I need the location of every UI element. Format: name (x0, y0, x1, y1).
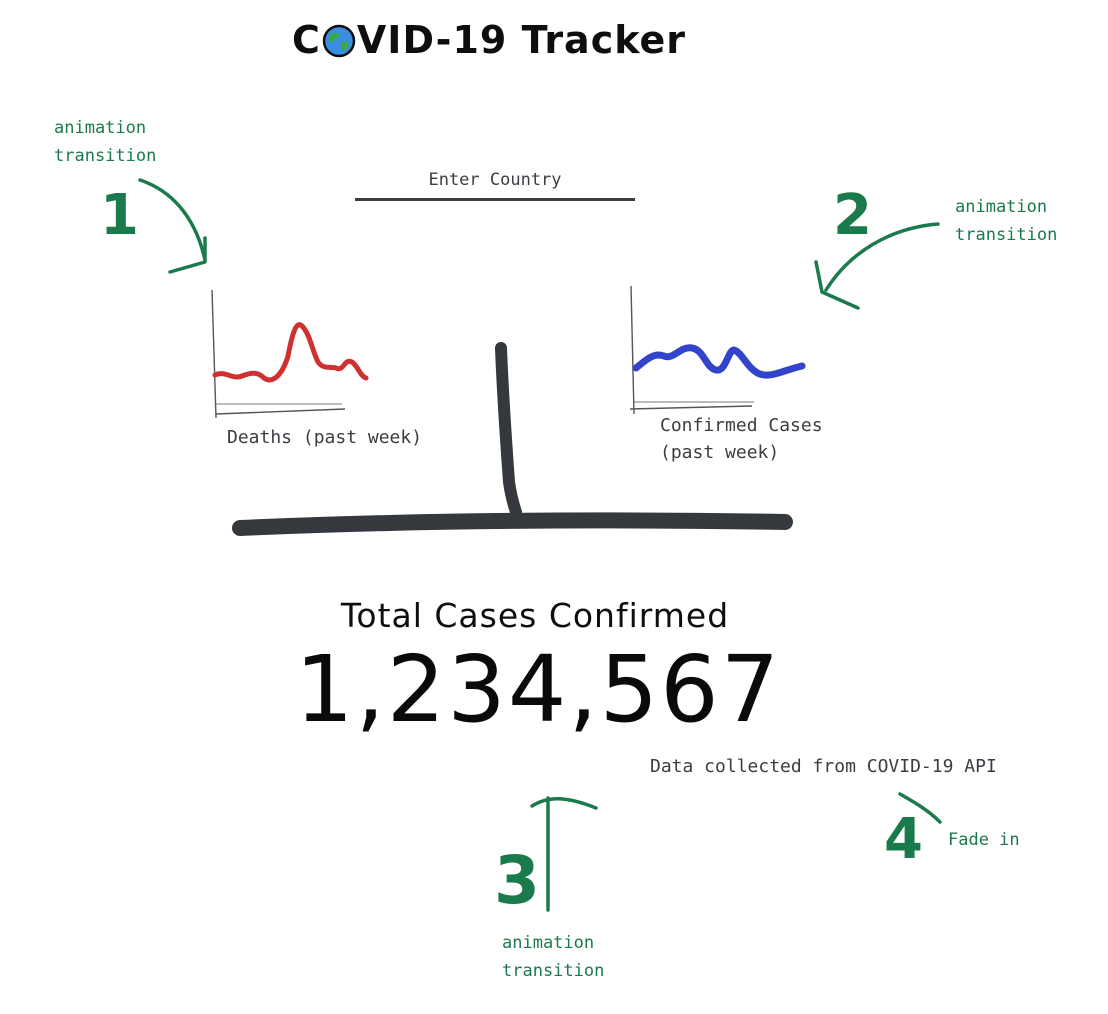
annotation-3-line1: animation (502, 933, 595, 953)
annotation-3-line2: transition (502, 961, 605, 981)
title-prefix: C (292, 18, 321, 62)
annotation-1-number: 1 (100, 183, 139, 248)
annotation-3-number: 3 (494, 842, 540, 919)
confirmed-line (632, 344, 806, 379)
country-search (355, 162, 635, 206)
arrowhead-1 (168, 236, 207, 274)
globe-icon (322, 23, 356, 58)
total-value: 1,234,567 (295, 636, 782, 743)
confirmed-chart-label: Confirmed Cases (past week) (660, 412, 823, 466)
confirmed-y-axis (630, 285, 635, 415)
country-input[interactable] (355, 162, 635, 201)
annotation-2-number: 2 (833, 183, 872, 248)
annotation-4-number: 4 (884, 807, 923, 872)
deaths-chart (211, 289, 369, 419)
divider-lines (232, 342, 793, 536)
annotation-3-text: animation transition (502, 929, 604, 985)
annotation-2-line2: transition (955, 225, 1058, 245)
deaths-line (212, 322, 369, 383)
confirmed-label-line2: (past week) (660, 442, 780, 463)
source-note: Data collected from COVID-19 API (650, 756, 997, 777)
deaths-x-axis (215, 408, 346, 415)
deaths-chart-label: Deaths (past week) (227, 427, 423, 448)
title-suffix: VID-19 Tracker (356, 18, 686, 62)
deaths-y-axis (211, 289, 217, 419)
arrow-1 (138, 178, 207, 262)
annotation-4-text: Fade in (948, 830, 1020, 850)
annotation-2-text: animation transition (955, 193, 1057, 249)
confirmed-chart (629, 285, 806, 415)
confirmed-label-line1: Confirmed Cases (660, 415, 823, 436)
arrow-4 (898, 792, 942, 824)
annotation-1-line1: animation (54, 118, 147, 138)
annotation-1-text: animation transition (54, 114, 156, 170)
arrowhead-2 (814, 260, 860, 310)
total-title: Total Cases Confirmed (340, 596, 730, 635)
arrow-2 (824, 222, 940, 292)
confirmed-x-axis (629, 405, 753, 410)
annotation-2-line1: animation (955, 197, 1048, 217)
annotation-1-line2: transition (54, 146, 157, 166)
page-title: C VID-19 Tracker (292, 10, 722, 70)
arrowhead-3 (530, 797, 598, 810)
